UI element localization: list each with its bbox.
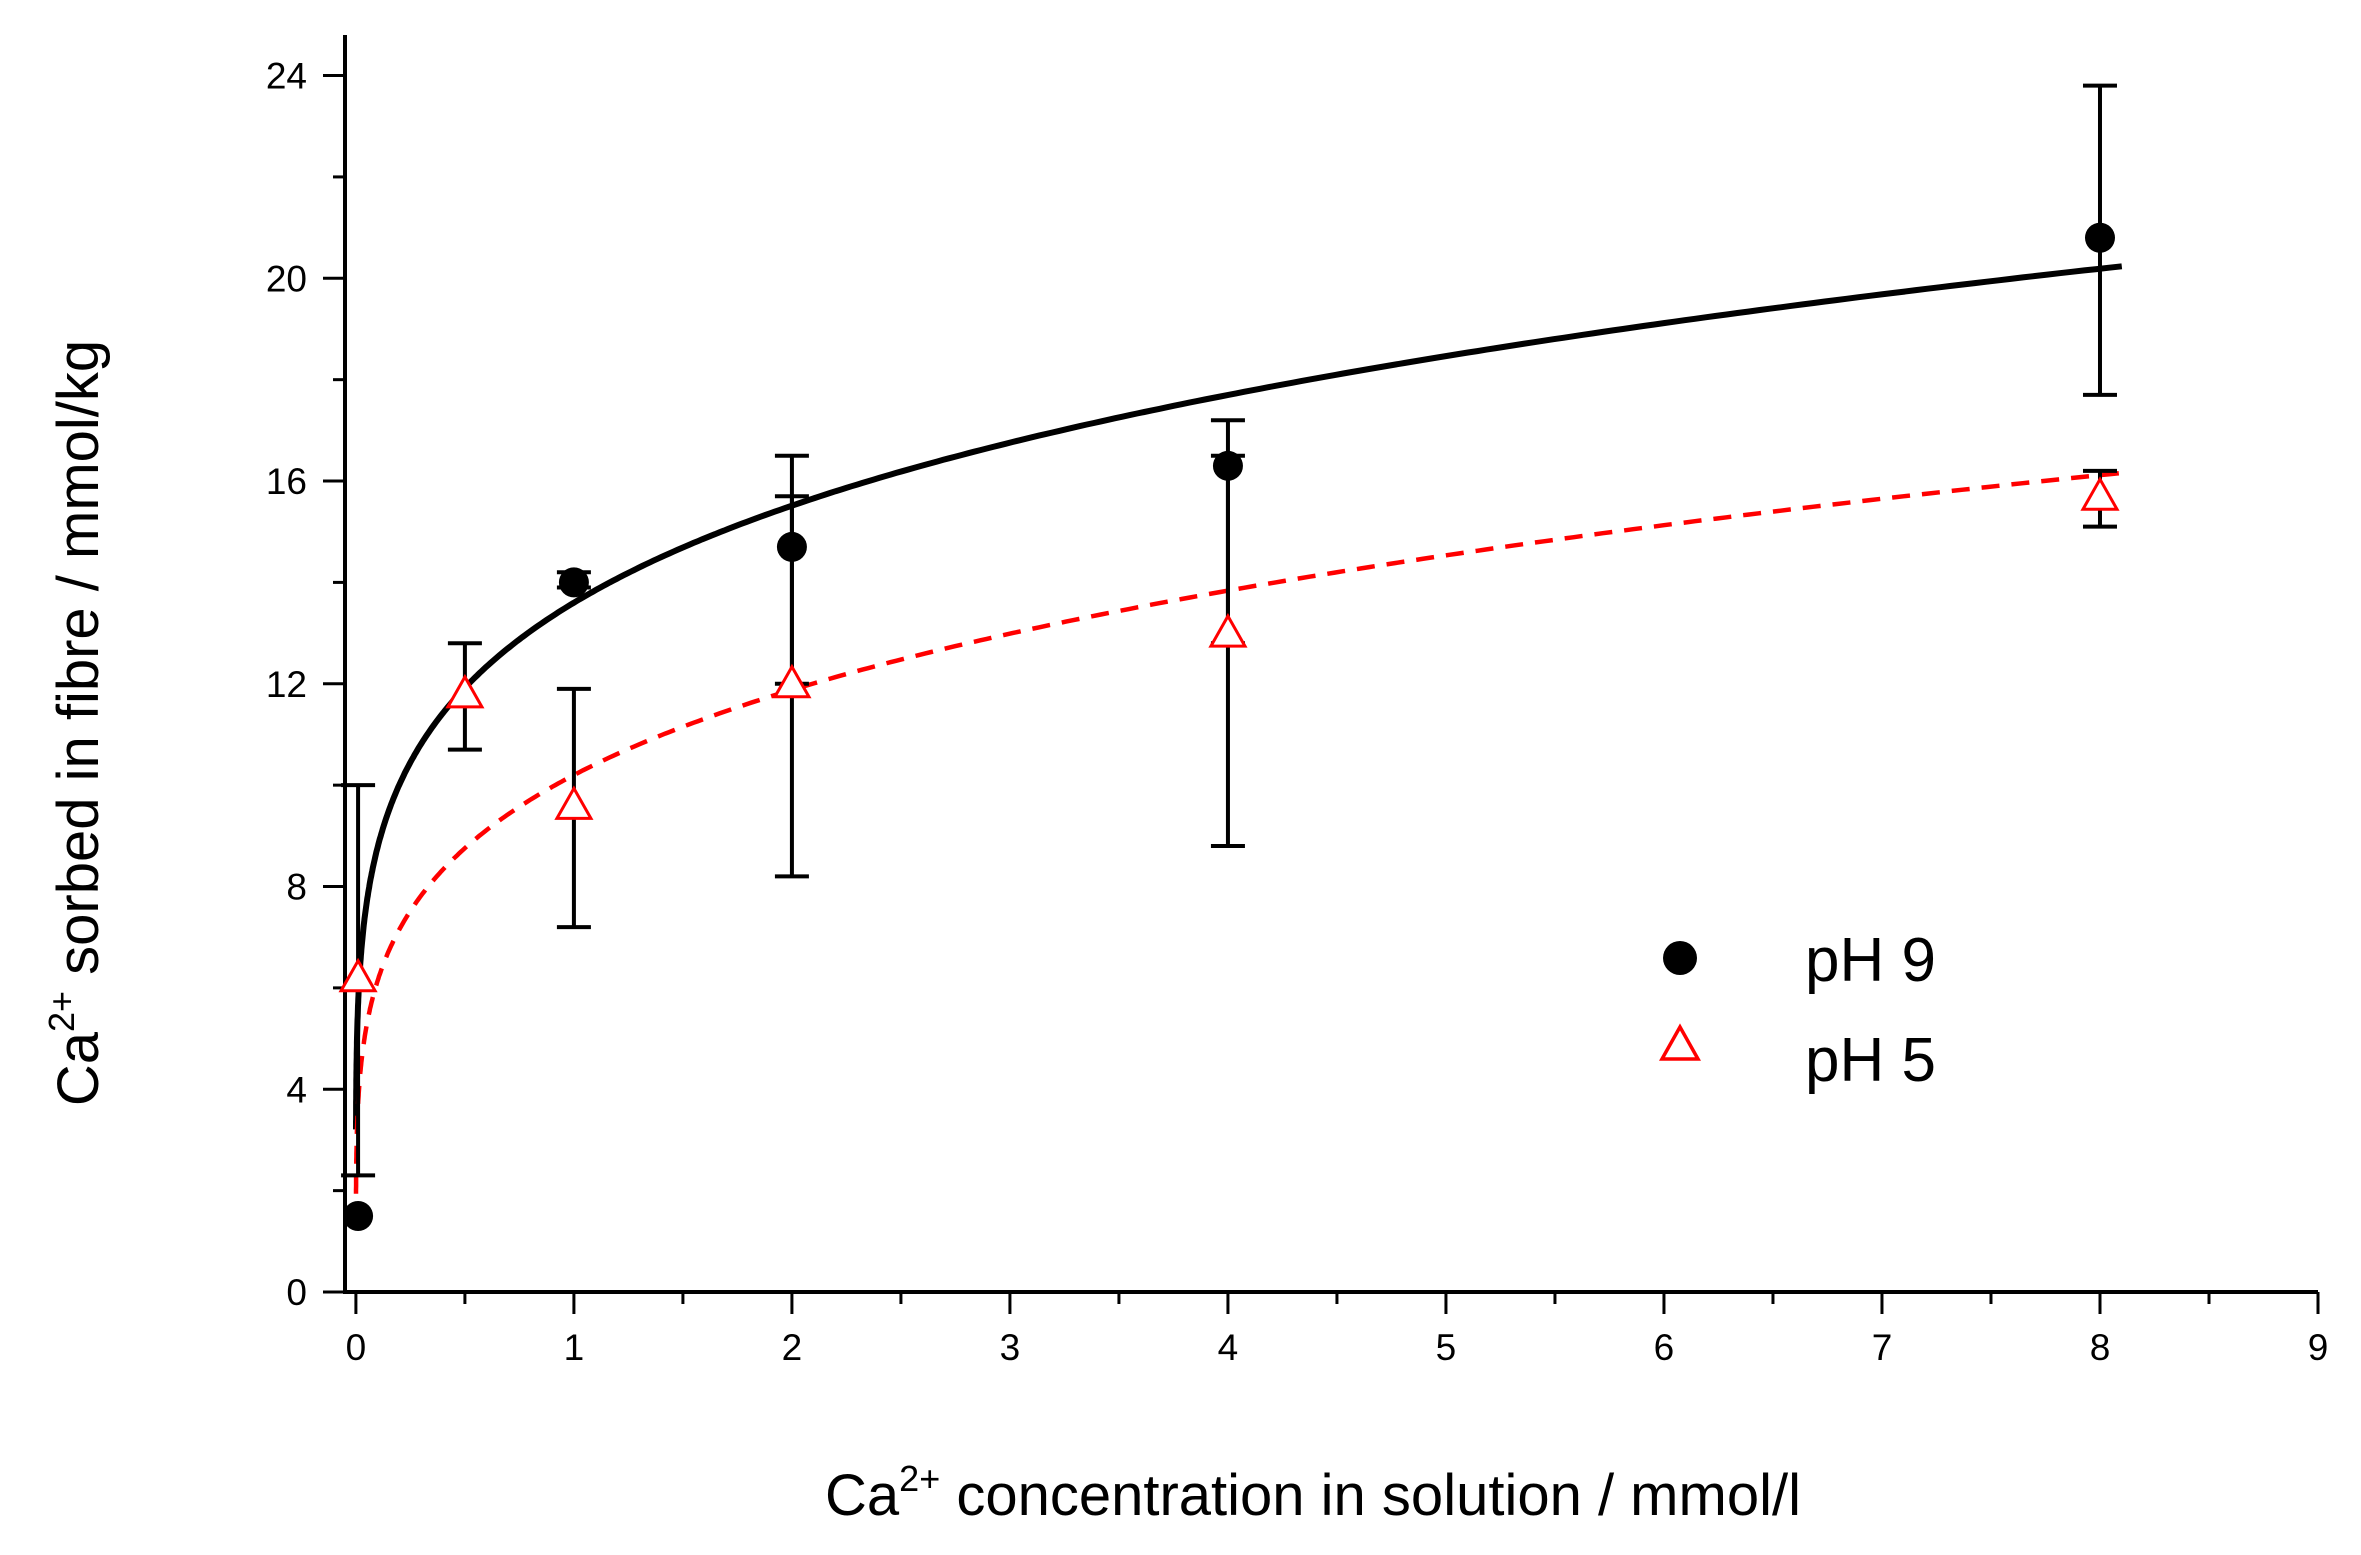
x-tick-label: 3: [1000, 1327, 1021, 1368]
x-tick-label: 5: [1436, 1327, 1457, 1368]
data-point-ph5: [445, 673, 485, 709]
data-point-ph9: [1212, 450, 1243, 481]
y-tick-label: 8: [286, 867, 307, 908]
y-tick-label: 4: [286, 1069, 307, 1110]
data-point-ph5: [1208, 613, 1248, 648]
y-tick-label: 0: [286, 1272, 307, 1313]
data-point-ph5: [772, 663, 812, 699]
legend: pH 9 pH 5: [1659, 926, 1936, 1095]
fit-curve-ph5: [353, 470, 2123, 1224]
y-tick-label: 12: [266, 664, 307, 705]
x-tick-label: 7: [1872, 1327, 1893, 1368]
data-point-ph9: [558, 567, 589, 598]
data-point-ph5: [2080, 476, 2120, 511]
x-tick-label: 0: [346, 1327, 367, 1368]
fit-curves: [353, 263, 2123, 1224]
x-tick-label: 8: [2090, 1327, 2111, 1368]
x-tick-label: 1: [564, 1327, 585, 1368]
legend-label-ph5: pH 5: [1805, 1026, 1936, 1095]
y-axis-title: Ca2+ sorbed in fibre / mmol/kg: [41, 340, 111, 1106]
y-tick-label: 24: [266, 56, 307, 97]
data-point-ph9: [2084, 222, 2115, 253]
x-tick-label: 2: [782, 1327, 803, 1368]
fit-curve-ph9: [353, 263, 2123, 1130]
x-tick-label: 9: [2308, 1327, 2329, 1368]
data-point-ph9: [343, 1200, 374, 1231]
legend-marker-ph5: [1659, 1023, 1701, 1061]
legend-label-ph9: pH 9: [1805, 926, 1936, 995]
y-tick-label: 16: [266, 461, 307, 502]
data-point-ph9: [776, 531, 807, 562]
data-point-ph5: [338, 957, 378, 993]
x-tick-label: 4: [1218, 1327, 1239, 1368]
x-axis-title: Ca2+ concentration in solution / mmol/l: [825, 1458, 1801, 1528]
data-points: [338, 222, 2120, 1231]
legend-marker-ph9: [1663, 941, 1697, 975]
y-tick-label: 20: [266, 258, 307, 299]
data-point-ph5: [554, 785, 594, 820]
axes: [323, 35, 2320, 1314]
x-tick-label: 6: [1654, 1327, 1675, 1368]
